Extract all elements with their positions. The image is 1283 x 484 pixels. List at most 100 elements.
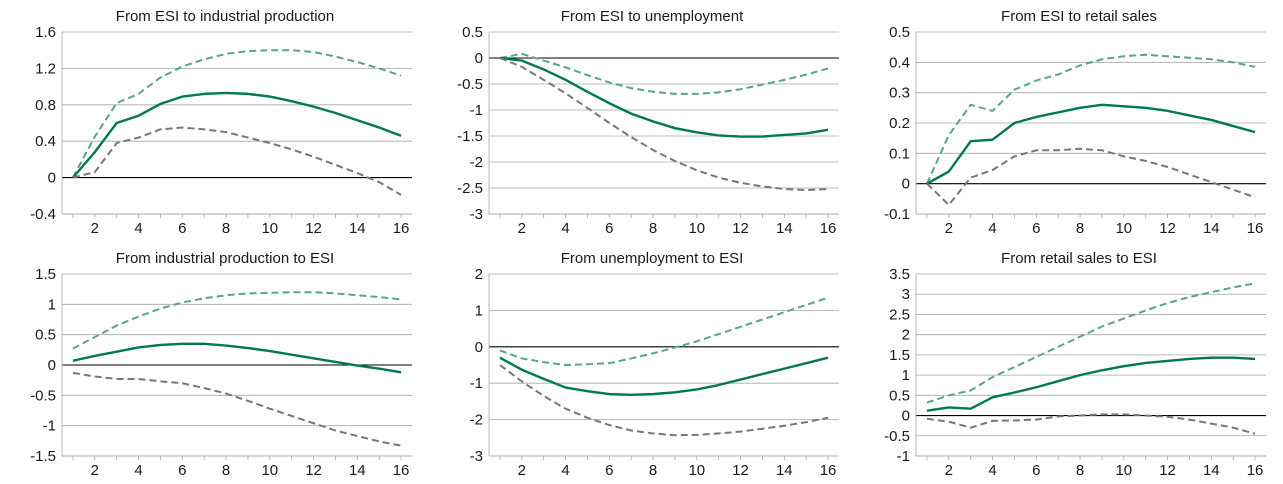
x-tick-label: 10 [261,462,278,479]
x-tick-label: 2 [945,220,953,237]
x-tick-label: 10 [261,220,278,237]
chart-panel-from-retail-sales-to-esi: From retail sales to ESI -1 -0.5 0 0.5 1 1.5 2 2… [854,242,1281,484]
x-tick-label: 14 [1203,220,1220,237]
y-tick-label: -0.1 [884,206,910,223]
x-tick-label: 16 [820,462,837,479]
x-tick-label: 4 [134,220,142,237]
x-tick-label: 12 [732,462,749,479]
series-line-central [499,356,829,397]
x-tick-label: 16 [393,220,410,237]
x-tick-label: 14 [1203,462,1220,479]
chart-panel-from-esi-to-retail-sales: From ESI to retail sales -0.1 0 0.1 0.2 0.3 0.… [854,0,1281,242]
y-tick-label: 0 [48,357,56,374]
x-tick-label: 6 [605,220,613,237]
chart-panel-from-unemployment-to-esi: From unemployment to ESI -3 -2 -1 0 1 2 2 4 6 8 10 1… [427,242,854,484]
chart-title: From unemployment to ESI [561,250,744,267]
x-tick-label: 2 [518,462,526,479]
series-line-lower [926,413,1256,435]
y-tick-label: 1 [902,367,910,384]
x-tick-label: 8 [649,462,657,479]
y-tick-label: 0 [902,408,910,425]
series-line-lower [499,57,829,192]
series-line-lower [499,364,829,437]
chart-svg: From industrial production to ESI -1.5 -1 -… [30,250,412,479]
series-line-upper [926,282,1256,404]
x-tick-label: 6 [1032,220,1040,237]
x-tick-label: 8 [1076,462,1084,479]
x-tick-label: 8 [222,220,230,237]
y-tick-label: 0 [902,176,910,193]
x-tick-label: 10 [1115,462,1132,479]
y-tick-label: 1.6 [35,24,56,41]
chart-title: From ESI to unemployment [561,8,744,25]
x-tick-label: 14 [349,462,366,479]
y-tick-label: -2 [470,412,483,429]
x-tick-label: 6 [178,220,186,237]
y-tick-label: 2 [902,327,910,344]
y-tick-label: 0.5 [889,387,910,404]
y-tick-label: 0.5 [889,24,910,41]
x-tick-label: 16 [393,462,410,479]
series-line-central [926,356,1256,412]
y-tick-label: -0.5 [884,428,910,445]
y-tick-label: 0.3 [889,85,910,102]
y-tick-label: 1.2 [35,60,56,77]
x-tick-label: 8 [222,462,230,479]
y-tick-label: 2.5 [889,306,910,323]
y-tick-label: -1 [897,448,910,465]
x-tick-label: 4 [561,220,569,237]
x-tick-label: 14 [776,220,793,237]
y-tick-label: -2 [470,154,483,171]
y-tick-label: 0.4 [35,133,56,150]
y-tick-label: -0.5 [30,387,56,404]
x-tick-label: 2 [91,462,99,479]
series-line-central [499,56,829,138]
x-tick-label: 8 [649,220,657,237]
y-tick-label: -0.4 [30,206,56,223]
series-line-central [926,103,1256,185]
x-tick-label: 14 [776,462,793,479]
x-tick-label: 2 [91,220,99,237]
y-tick-label: 1 [48,296,56,313]
y-tick-label: -1 [470,375,483,392]
y-tick-label: 0 [475,339,483,356]
x-tick-label: 10 [1115,220,1132,237]
x-tick-label: 10 [688,462,705,479]
x-tick-label: 4 [561,462,569,479]
x-tick-label: 12 [1159,220,1176,237]
y-tick-label: 1.5 [35,266,56,283]
chart-panel-from-esi-to-unemployment: From ESI to unemployment -3 -2.5 -2 -1.5 -1 -0… [427,0,854,242]
x-tick-label: 6 [178,462,186,479]
y-tick-label: 0.4 [889,54,910,71]
y-tick-label: 1.5 [889,347,910,364]
x-tick-label: 12 [305,220,322,237]
x-tick-label: 6 [605,462,613,479]
y-tick-label: -3 [470,448,483,465]
y-tick-label: 0.5 [35,327,56,344]
x-tick-label: 2 [518,220,526,237]
series-line-lower [72,371,402,447]
series-line-lower [72,126,402,196]
chart-svg: From ESI to retail sales -0.1 0 0.1 0.2 0.3 0.… [884,8,1266,237]
y-tick-label: 3.5 [889,266,910,283]
x-tick-label: 12 [1159,462,1176,479]
series-line-upper [499,52,829,95]
y-tick-label: 2 [475,266,483,283]
x-tick-label: 4 [988,220,996,237]
x-tick-label: 4 [988,462,996,479]
x-tick-label: 12 [305,462,322,479]
x-tick-label: 10 [688,220,705,237]
y-tick-label: 0.2 [889,115,910,132]
series-line-upper [499,296,829,366]
series-line-upper [72,49,402,179]
chart-panel-from-industrial-production-to-esi: From industrial production to ESI -1.5 -1 -… [0,242,427,484]
y-tick-label: -1.5 [457,128,483,145]
y-tick-label: 3 [902,286,910,303]
chart-svg: From retail sales to ESI -1 -0.5 0 0.5 1 1.5 2 2… [884,250,1266,479]
y-tick-label: -0.5 [457,76,483,93]
y-tick-label: -1 [43,418,56,435]
x-tick-label: 16 [1247,220,1264,237]
y-tick-label: -1.5 [30,448,56,465]
series-line-central [72,91,402,179]
